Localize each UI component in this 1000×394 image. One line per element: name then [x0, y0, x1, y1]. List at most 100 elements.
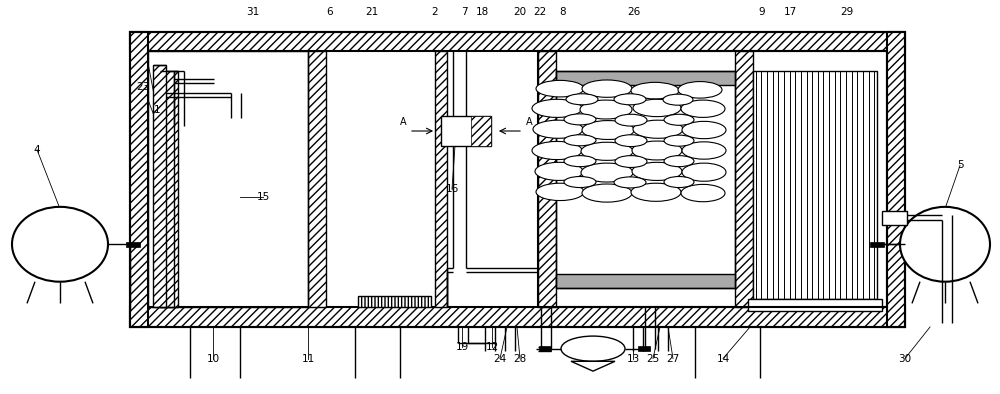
Text: 10: 10 — [206, 353, 220, 364]
Text: 15: 15 — [256, 192, 270, 202]
Bar — [130, 32, 905, 327]
Ellipse shape — [614, 94, 646, 105]
Ellipse shape — [564, 156, 596, 167]
Ellipse shape — [664, 156, 694, 167]
Ellipse shape — [533, 120, 583, 138]
Bar — [358, 296, 431, 307]
Ellipse shape — [681, 100, 725, 117]
Bar — [153, 65, 166, 307]
Ellipse shape — [678, 82, 722, 98]
Text: 9: 9 — [759, 7, 765, 17]
Ellipse shape — [631, 82, 679, 99]
Ellipse shape — [682, 142, 726, 159]
Bar — [870, 242, 884, 247]
Ellipse shape — [664, 114, 694, 125]
Bar — [556, 274, 735, 288]
Bar — [471, 116, 491, 146]
Text: 31: 31 — [246, 7, 260, 17]
Text: 23: 23 — [136, 82, 150, 92]
Text: 11: 11 — [301, 353, 315, 364]
Ellipse shape — [633, 99, 681, 117]
Text: 27: 27 — [666, 353, 680, 364]
Bar — [748, 299, 882, 311]
Ellipse shape — [580, 100, 632, 119]
Ellipse shape — [564, 177, 596, 188]
Ellipse shape — [681, 184, 725, 202]
Ellipse shape — [12, 207, 108, 282]
Ellipse shape — [631, 183, 681, 201]
Ellipse shape — [582, 184, 632, 202]
Polygon shape — [571, 361, 615, 371]
Text: 20: 20 — [513, 7, 527, 17]
Text: 12: 12 — [485, 342, 499, 352]
Ellipse shape — [615, 135, 647, 147]
Text: A: A — [526, 117, 532, 127]
Ellipse shape — [663, 94, 693, 105]
Text: 19: 19 — [455, 342, 469, 352]
Text: 28: 28 — [513, 353, 527, 364]
Ellipse shape — [582, 121, 634, 139]
Bar — [130, 307, 905, 327]
Bar — [130, 32, 905, 51]
Ellipse shape — [536, 80, 584, 97]
Bar — [441, 116, 491, 146]
Ellipse shape — [614, 177, 646, 188]
Text: 5: 5 — [957, 160, 963, 171]
Ellipse shape — [900, 207, 990, 282]
Bar — [538, 51, 887, 307]
Text: 25: 25 — [646, 353, 660, 364]
Ellipse shape — [582, 80, 632, 97]
Text: 17: 17 — [783, 7, 797, 17]
Ellipse shape — [532, 141, 582, 160]
Ellipse shape — [682, 121, 726, 139]
Bar — [160, 71, 174, 307]
Ellipse shape — [566, 94, 598, 105]
Text: A: A — [400, 117, 406, 127]
Ellipse shape — [581, 163, 633, 182]
Ellipse shape — [632, 141, 682, 160]
Ellipse shape — [536, 183, 584, 201]
Ellipse shape — [564, 135, 596, 146]
Text: 21: 21 — [365, 7, 379, 17]
Text: 18: 18 — [475, 7, 489, 17]
Text: 13: 13 — [626, 353, 640, 364]
Text: 30: 30 — [898, 353, 912, 364]
Bar — [435, 51, 447, 307]
Ellipse shape — [564, 114, 596, 125]
Ellipse shape — [682, 163, 726, 181]
Text: 2: 2 — [432, 7, 438, 17]
Text: 6: 6 — [327, 7, 333, 17]
Bar — [160, 71, 178, 307]
Text: 26: 26 — [627, 7, 641, 17]
Ellipse shape — [532, 99, 582, 117]
Circle shape — [561, 336, 625, 361]
Text: 7: 7 — [461, 7, 467, 17]
Bar — [130, 32, 148, 327]
Text: 14: 14 — [716, 353, 730, 364]
Text: 16: 16 — [445, 184, 459, 194]
Text: 8: 8 — [560, 7, 566, 17]
Bar — [308, 51, 326, 307]
Ellipse shape — [581, 142, 633, 160]
Bar — [539, 346, 551, 351]
Bar — [753, 71, 877, 299]
Text: 4: 4 — [34, 145, 40, 155]
Text: 24: 24 — [493, 353, 507, 364]
Ellipse shape — [664, 177, 694, 188]
Bar — [126, 242, 140, 247]
Bar — [556, 71, 735, 288]
Text: 22: 22 — [533, 7, 547, 17]
Bar — [556, 71, 735, 85]
Bar — [148, 51, 308, 307]
Ellipse shape — [632, 162, 682, 180]
Ellipse shape — [535, 162, 583, 180]
Ellipse shape — [633, 120, 683, 138]
Bar — [638, 346, 650, 351]
Ellipse shape — [615, 156, 647, 167]
Ellipse shape — [664, 135, 694, 146]
Text: 3: 3 — [593, 349, 599, 360]
Bar — [735, 51, 753, 307]
Text: 29: 29 — [840, 7, 854, 17]
Bar — [887, 32, 905, 327]
Text: 1: 1 — [154, 105, 160, 115]
